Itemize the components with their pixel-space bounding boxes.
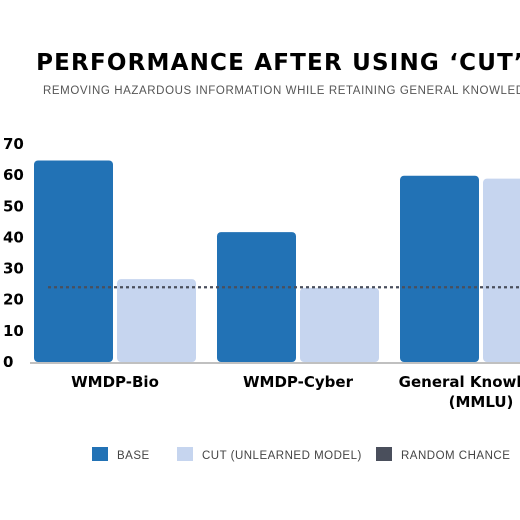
y-tick-label: 20 (3, 291, 24, 309)
bar-cut-0 (117, 279, 196, 362)
y-tick-label: 50 (3, 197, 24, 215)
legend-base-swatch (92, 447, 108, 461)
bars-group (34, 160, 520, 362)
bar-base-1 (217, 232, 296, 362)
x-tick-label: WMDP-Cyber (243, 373, 354, 391)
legend-random-chance-text: RANDOM CHANCE (401, 450, 510, 462)
y-tick-label: 0 (3, 353, 13, 371)
legend: BASE CUT (UNLEARNED MODEL) RANDOM CHANCE (92, 447, 510, 462)
legend-cut-swatch (177, 447, 193, 461)
y-tick-label: 10 (3, 322, 24, 340)
legend-random-chance-swatch (376, 447, 392, 461)
y-tick-label: 40 (3, 228, 24, 246)
bar-cut-1 (300, 287, 379, 362)
bar-base-0 (34, 160, 113, 362)
bar-cut-2 (483, 178, 520, 362)
y-axis: 0 10 20 30 40 50 60 70 (3, 135, 24, 371)
x-tick-label: (MMLU) (449, 393, 514, 411)
bar-base-2 (400, 175, 479, 362)
x-tick-label: General Knowledge (399, 373, 520, 391)
legend-base-text: BASE (117, 450, 150, 462)
y-tick-label: 60 (3, 166, 24, 184)
legend-cut-text: CUT (UNLEARNED MODEL) (202, 450, 362, 462)
x-tick-label: WMDP-Bio (71, 373, 159, 391)
y-tick-label: 30 (3, 260, 24, 278)
x-axis: WMDP-Bio WMDP-Cyber General Knowledge (MMLU… (71, 373, 520, 411)
chart-subtitle: REMOVING HAZARDOUS INFORMATION WHILE RET… (43, 85, 520, 97)
chart-title: PERFORMANCE AFTER USING ‘CUT’ (36, 50, 520, 76)
y-tick-label: 70 (3, 135, 24, 153)
